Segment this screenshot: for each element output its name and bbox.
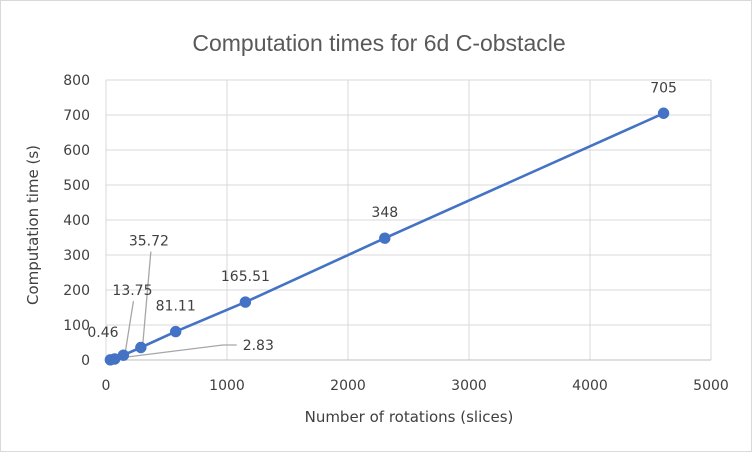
data-point xyxy=(379,232,391,244)
label-leader-lines xyxy=(118,251,237,359)
x-tick-label: 2000 xyxy=(330,378,366,394)
y-tick-label: 700 xyxy=(63,108,90,124)
axes: 0 100 200 300 400 500 600 700 800 0 1000 2000 3000 40… xyxy=(63,73,729,394)
data-point xyxy=(657,107,670,119)
data-label: 165.51 xyxy=(221,269,270,285)
chart-title: Computation times for 6d C-obstacle xyxy=(192,30,565,56)
y-tick-label: 400 xyxy=(63,213,90,229)
data-labels: 0.46 2.83 13.75 35.72 81.11 165.51 348 705 xyxy=(87,80,677,354)
x-tick-label: 1000 xyxy=(209,378,245,394)
x-axis-title: Number of rotations (slices) xyxy=(305,408,514,426)
data-point xyxy=(135,341,147,354)
y-tick-label: 0 xyxy=(81,353,90,369)
label-leader-line xyxy=(124,301,135,352)
y-tick-label: 300 xyxy=(63,248,90,264)
x-tick-label: 0 xyxy=(102,378,111,394)
y-axis-title: Computation time (s) xyxy=(24,145,42,305)
series-1 xyxy=(104,107,670,366)
y-tick-label: 800 xyxy=(63,73,90,89)
data-point xyxy=(239,296,252,308)
data-point xyxy=(169,325,182,338)
y-tick-label: 100 xyxy=(63,318,90,334)
x-tick-label: 4000 xyxy=(572,378,608,394)
gridlines xyxy=(105,79,712,361)
y-tick-label: 600 xyxy=(63,143,90,159)
data-label: 13.75 xyxy=(112,283,152,299)
data-point xyxy=(117,349,130,361)
x-tick-label: 5000 xyxy=(693,378,729,394)
label-leader-line xyxy=(118,344,237,359)
y-tick-label: 500 xyxy=(63,178,90,194)
data-label: 81.11 xyxy=(156,299,196,315)
data-label: 0.46 xyxy=(87,325,118,341)
x-tick-label: 3000 xyxy=(451,378,487,394)
data-label: 348 xyxy=(371,205,398,221)
data-label: 705 xyxy=(650,80,677,96)
data-label: 2.83 xyxy=(243,338,274,354)
label-leader-line xyxy=(142,251,152,344)
y-tick-label: 200 xyxy=(63,283,90,299)
data-label: 35.72 xyxy=(129,233,169,249)
